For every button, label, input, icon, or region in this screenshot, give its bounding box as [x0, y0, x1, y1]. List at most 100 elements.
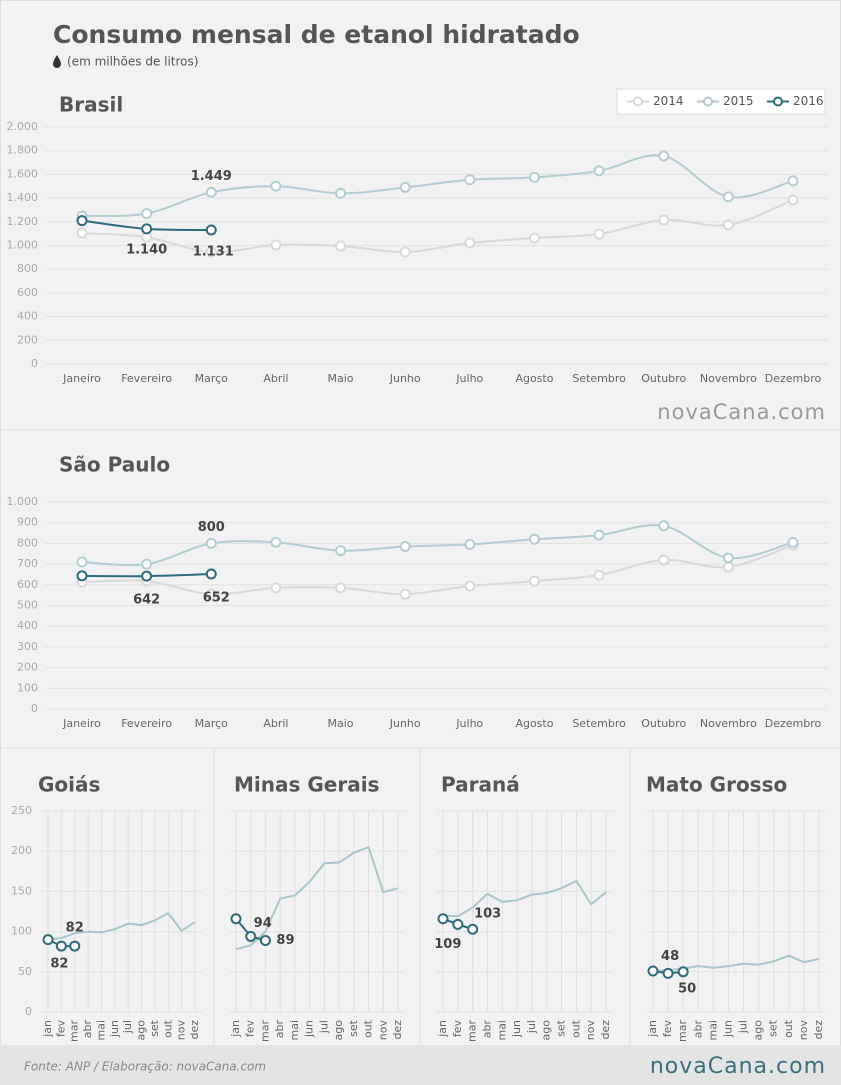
point — [662, 967, 674, 979]
x-tick-label: fev — [451, 1020, 464, 1038]
x-tick-label: dez — [188, 1020, 201, 1040]
point — [270, 536, 282, 548]
x-tick-label: Outubro — [641, 372, 686, 385]
point — [593, 228, 605, 240]
x-tick-label: jun — [721, 1020, 734, 1038]
x-tick-label: Março — [195, 372, 229, 385]
point — [658, 150, 670, 162]
x-tick-label: mar — [68, 1020, 81, 1042]
point — [335, 545, 347, 557]
x-tick-label: abr — [81, 1020, 94, 1039]
x-tick-label: set — [767, 1019, 780, 1036]
x-tick-label: ago — [752, 1020, 765, 1041]
x-tick-label: abr — [273, 1020, 286, 1039]
point — [205, 246, 217, 258]
x-tick-label: Agosto — [515, 717, 553, 730]
footer-band — [0, 1045, 841, 1085]
y-tick-label: 1.200 — [7, 215, 39, 228]
chart-title: Minas Gerais — [234, 773, 379, 797]
point — [593, 529, 605, 541]
y-tick-label: 600 — [17, 578, 38, 591]
drop-icon — [53, 55, 61, 68]
point — [722, 191, 734, 203]
point — [399, 588, 411, 600]
x-tick-label: mai — [706, 1020, 719, 1041]
x-tick-label: out — [569, 1019, 582, 1038]
chart: Paraná jan fev mar abr mai jun jul ago set out nov d… — [434, 773, 613, 1042]
x-tick-label: Maio — [328, 372, 354, 385]
point — [528, 232, 540, 244]
y-tick-label: 0 — [25, 1005, 32, 1018]
x-tick-label: Fevereiro — [121, 372, 172, 385]
value-label: 1.131 — [193, 244, 234, 259]
line — [442, 879, 607, 918]
point — [722, 552, 734, 564]
y-tick-label: 250 — [11, 804, 32, 817]
chart-title: Goiás — [38, 773, 100, 797]
point — [141, 570, 153, 582]
point — [141, 558, 153, 570]
x-tick-label: Janeiro — [62, 372, 101, 385]
point — [335, 240, 347, 252]
point — [205, 568, 217, 580]
point — [787, 194, 799, 206]
chart: São Paulo 0 100 200 300 400 500 600 700 800 900 1.0… — [7, 453, 828, 730]
line — [81, 544, 794, 596]
x-tick-label: dez — [599, 1020, 612, 1040]
y-tick-label: 400 — [17, 619, 38, 632]
y-tick-label: 1.400 — [7, 191, 39, 204]
x-tick-label: out — [362, 1019, 375, 1038]
x-tick-label: Julho — [455, 717, 483, 730]
x-tick-label: jul — [317, 1020, 330, 1034]
x-tick-label: jun — [108, 1020, 121, 1038]
x-tick-label: jan — [646, 1020, 659, 1038]
x-tick-label: Outubro — [641, 717, 686, 730]
legend-label: 2015 — [723, 94, 754, 108]
value-label: 103 — [474, 907, 501, 922]
y-tick-label: 200 — [17, 333, 38, 346]
y-tick-label: 100 — [11, 925, 32, 938]
value-label: 48 — [661, 949, 679, 964]
x-tick-label: Novembro — [700, 717, 757, 730]
y-tick-label: 500 — [17, 599, 38, 612]
y-tick-label: 1.000 — [7, 495, 39, 508]
point — [270, 582, 282, 594]
y-tick-label: 150 — [11, 884, 32, 897]
line — [81, 199, 794, 254]
x-tick-label: ago — [135, 1020, 148, 1041]
y-tick-label: 600 — [17, 286, 38, 299]
x-tick-label: jan — [41, 1020, 54, 1038]
x-tick-label: set — [347, 1019, 360, 1036]
x-tick-label: mai — [288, 1020, 301, 1041]
point — [335, 187, 347, 199]
x-tick-label: jul — [737, 1020, 750, 1034]
x-tick-label: Junho — [389, 372, 421, 385]
point — [270, 239, 282, 251]
point — [230, 913, 242, 925]
source: Fonte: ANP / Elaboração: novaCana.com — [24, 1060, 266, 1074]
legend-marker — [633, 96, 643, 107]
legend-label: 2016 — [793, 94, 824, 108]
x-tick-label: mai — [495, 1020, 508, 1041]
chart: Minas Gerais jan fev mar abr mai jun jul ago set o… — [229, 773, 405, 1042]
point — [399, 541, 411, 553]
x-tick-label: fev — [661, 1020, 674, 1038]
y-tick-label: 800 — [17, 262, 38, 275]
point — [437, 913, 449, 925]
point — [787, 175, 799, 187]
value-label: 82 — [50, 957, 68, 972]
x-tick-label: out — [161, 1019, 174, 1038]
y-tick-label: 700 — [17, 557, 38, 570]
x-tick-label: nov — [584, 1020, 597, 1041]
x-tick-label: abr — [480, 1020, 493, 1039]
point — [205, 588, 217, 600]
value-label: 89 — [276, 933, 294, 948]
y-tick-label: 100 — [17, 681, 38, 694]
point — [464, 538, 476, 550]
line — [235, 845, 399, 951]
point — [270, 180, 282, 192]
point — [42, 934, 54, 946]
x-tick-label: Abril — [263, 717, 288, 730]
